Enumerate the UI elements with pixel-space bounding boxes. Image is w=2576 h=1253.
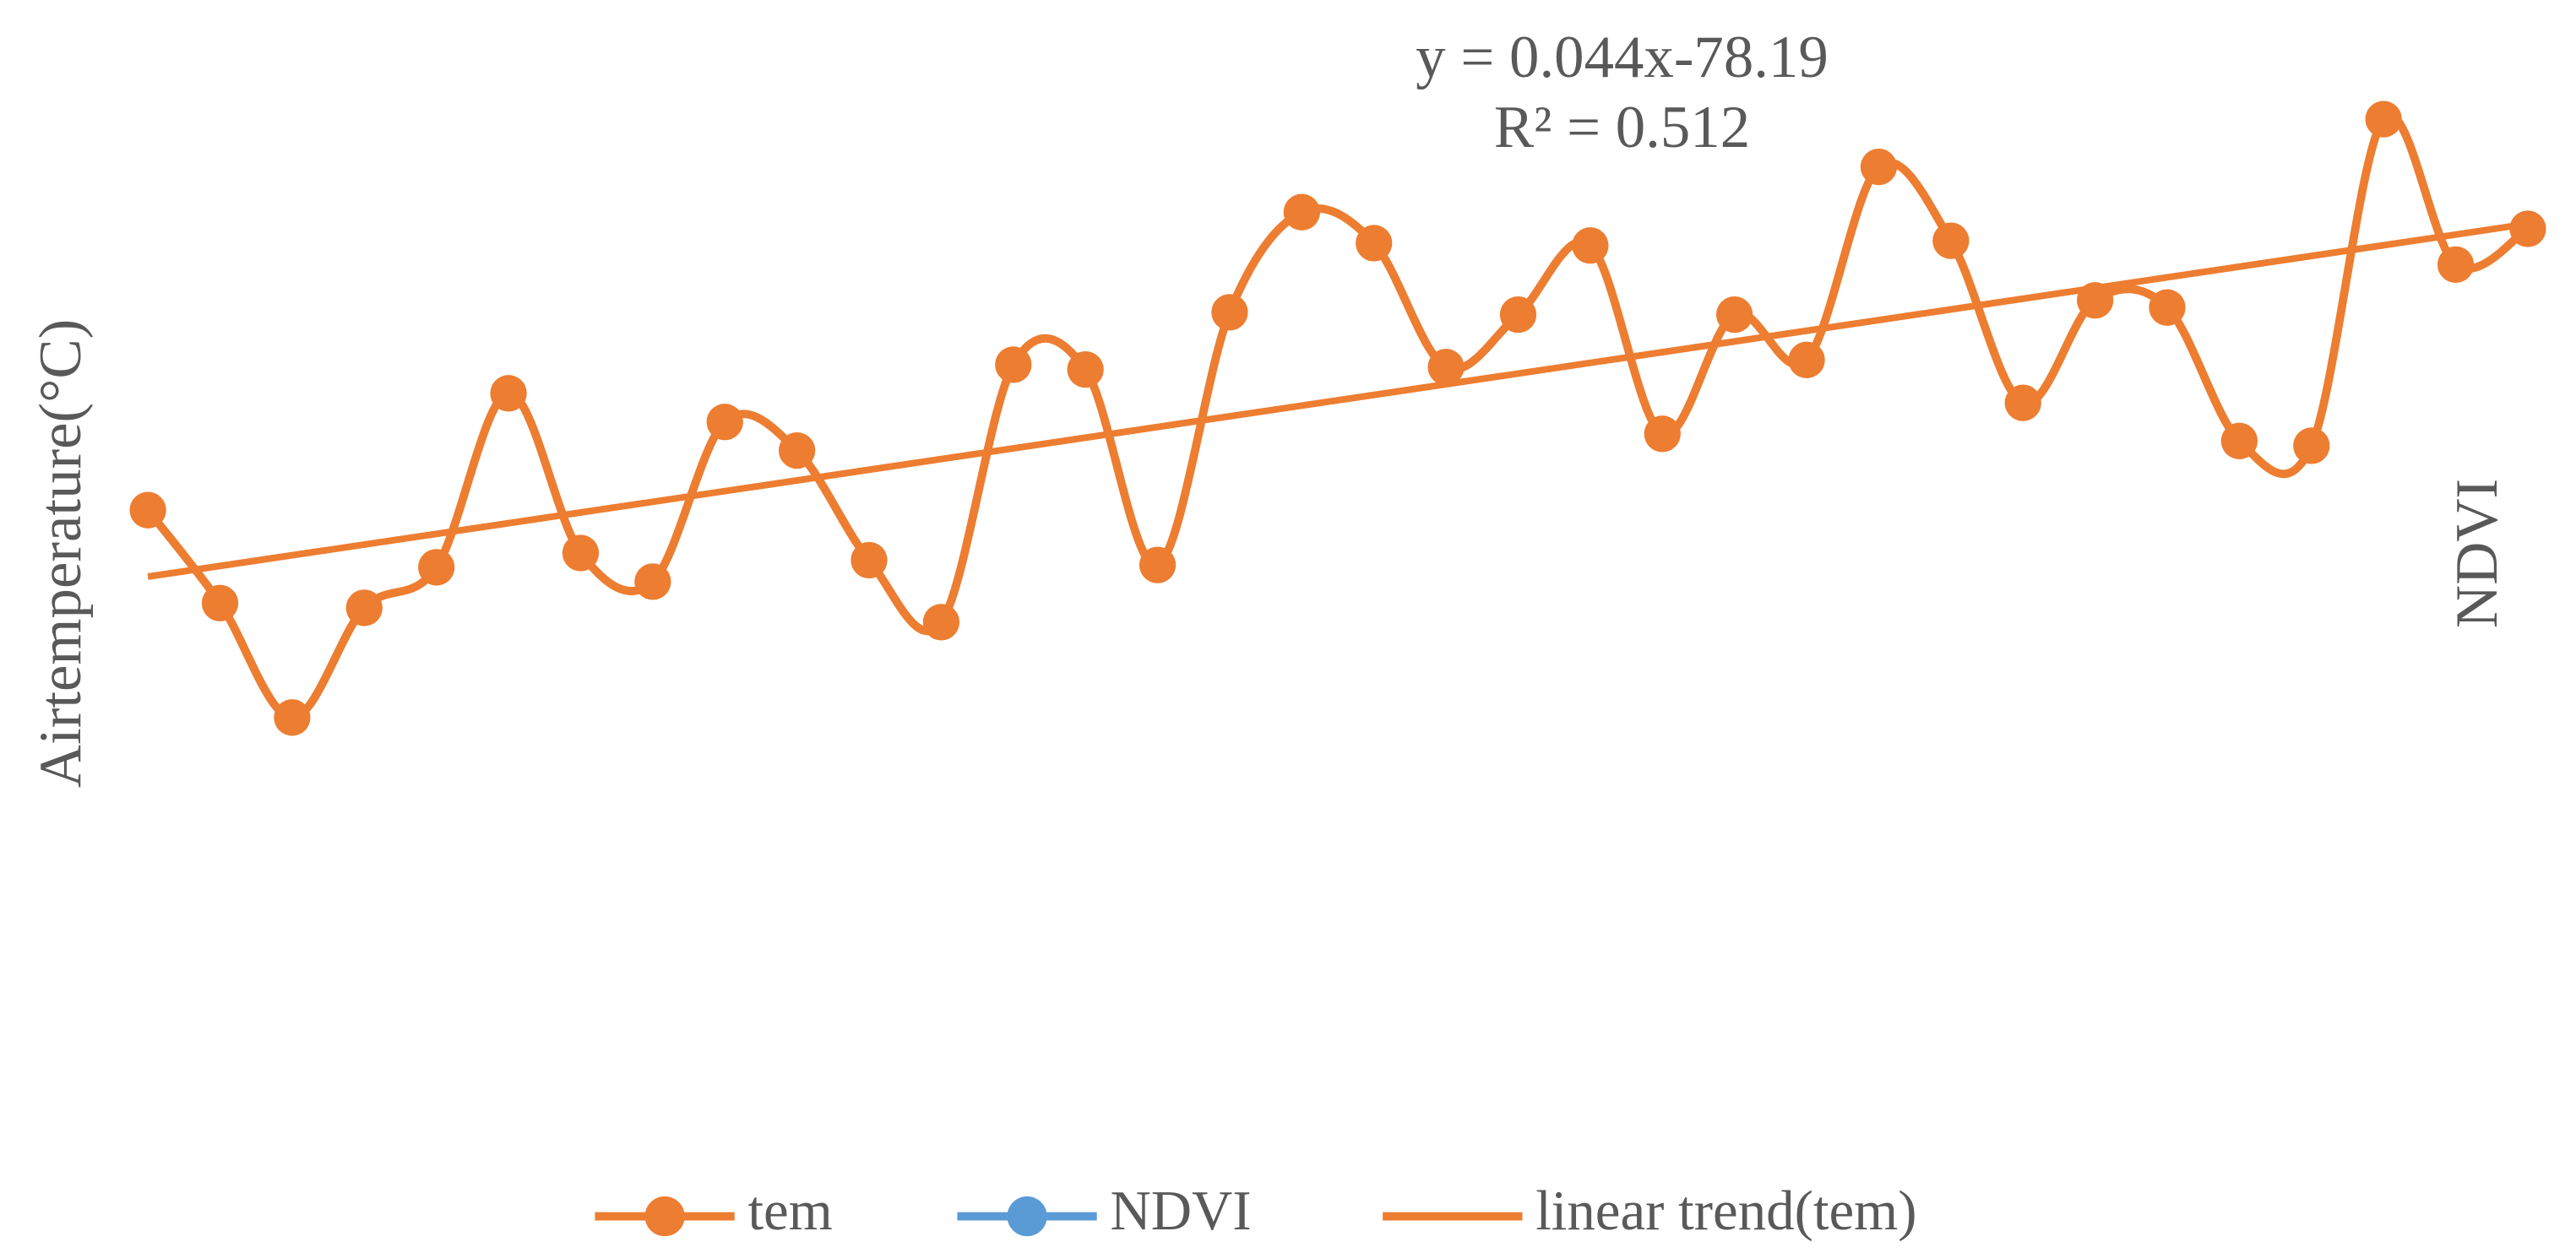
data-point xyxy=(1788,341,1825,378)
data-point xyxy=(129,491,166,529)
data-point xyxy=(1283,193,1320,231)
data-point xyxy=(2509,210,2546,247)
data-point xyxy=(2365,100,2402,138)
data-point xyxy=(1356,225,1393,262)
data-point xyxy=(1716,296,1753,334)
y2-axis-label: NDVI xyxy=(2444,479,2510,628)
data-point xyxy=(1499,296,1537,334)
data-point xyxy=(1932,222,1970,259)
data-point xyxy=(634,563,671,600)
data-point xyxy=(1139,546,1177,583)
trend-r-squared: R² = 0.512 xyxy=(1494,95,1750,160)
data-point xyxy=(1572,227,1609,264)
data-point xyxy=(274,699,311,736)
y-axis-label: Airtemperature(°C) xyxy=(28,319,94,788)
data-point xyxy=(2293,427,2330,464)
data-point xyxy=(562,534,600,572)
trend-line xyxy=(147,220,2529,580)
data-point xyxy=(2149,289,2186,326)
data-point xyxy=(345,589,383,626)
series-line xyxy=(144,111,2530,722)
data-point xyxy=(490,375,527,412)
data-point xyxy=(1067,350,1104,388)
data-point xyxy=(2437,246,2475,284)
data-point xyxy=(1211,294,1248,331)
data-point xyxy=(1427,349,1465,386)
legend-marker xyxy=(644,1196,685,1237)
data-point xyxy=(851,541,888,579)
data-point xyxy=(1860,148,1898,186)
data-point xyxy=(418,549,455,586)
legend-label: NDVI xyxy=(1110,1180,1251,1242)
data-point xyxy=(201,584,239,621)
data-point xyxy=(778,431,816,469)
data-point xyxy=(995,346,1032,383)
trend-equation: y = 0.044x-78.19 xyxy=(1416,24,1828,90)
data-point xyxy=(706,404,743,441)
legend-label: linear trend(tem) xyxy=(1535,1180,1916,1242)
data-point xyxy=(2076,282,2114,319)
data-point xyxy=(2220,422,2258,459)
data-point xyxy=(2004,384,2041,421)
data-point xyxy=(922,604,960,641)
legend-marker xyxy=(1007,1196,1047,1237)
data-point xyxy=(1644,415,1681,453)
legend-label: tem xyxy=(747,1180,832,1242)
